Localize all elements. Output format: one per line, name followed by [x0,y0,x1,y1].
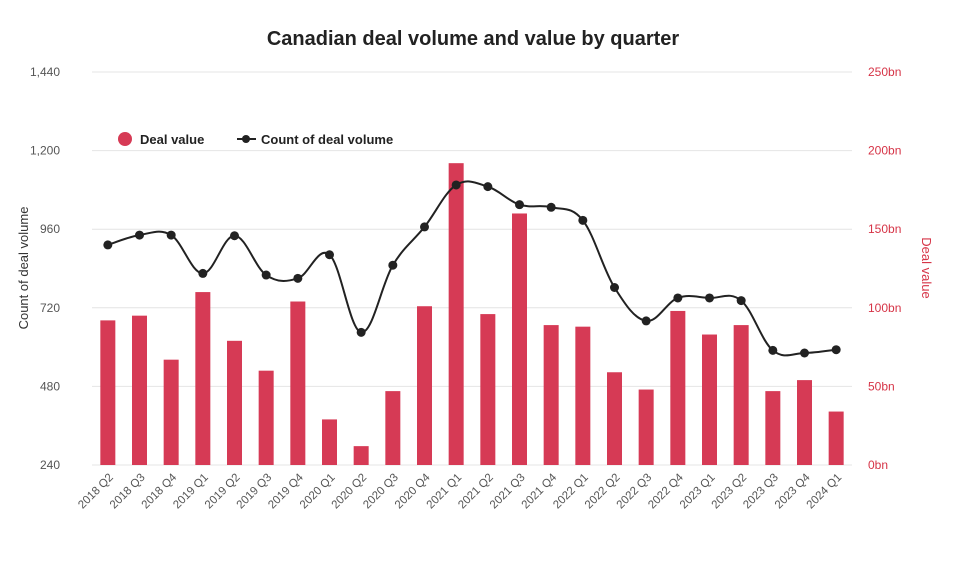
legend-label-deal-value: Deal value [140,132,204,147]
line-point [388,260,398,270]
right-tick-label: 250bn [868,65,901,79]
series-line [107,180,837,357]
bar [828,411,844,465]
line-point [230,231,239,241]
bar [100,320,116,465]
left-tick-label: 720 [40,301,60,315]
bar [322,419,337,465]
line-point [800,348,809,358]
bar [638,389,654,465]
line-point [261,270,271,280]
line-point [768,345,778,355]
line-point [673,293,683,303]
left-tick-label: 240 [40,458,60,472]
left-tick-label: 960 [40,222,60,236]
line-point [325,250,334,260]
bar [607,372,622,465]
bar [417,306,432,465]
x-tick-label: 2024 Q1 [805,472,845,512]
bar [132,315,147,465]
line-point [103,240,113,250]
bar [512,213,527,465]
legend-swatch-deal-value [118,132,132,146]
right-tick-label: 0bn [868,458,888,472]
line-point [641,316,651,326]
line-point [705,293,714,303]
legend-label-deal-volume: Count of deal volume [261,132,393,147]
bar [448,163,464,465]
right-tick-label: 100bn [868,301,901,315]
line-point [515,200,524,210]
bar [670,310,686,465]
line-point [356,327,366,337]
line-point [546,202,556,212]
line-point [578,215,588,225]
legend: Deal value Count of deal volume [118,132,393,147]
right-axis-label: Deal value [919,237,934,298]
bar [290,301,306,465]
bar [480,314,496,465]
legend-swatch-line-marker [242,135,250,143]
left-tick-label: 480 [40,379,60,393]
bar [765,391,781,465]
bar [797,380,812,465]
line-point [483,182,493,192]
bar [258,370,274,465]
bar [702,334,717,465]
line-point [451,180,461,190]
bar [575,326,591,465]
chart-title: Canadian deal volume and value by quarte… [267,28,680,50]
line-point [198,268,208,278]
bar [163,359,179,465]
line-point [166,230,176,240]
line-point [736,296,746,306]
bar [227,340,242,465]
bar [733,325,749,465]
right-tick-label: 50bn [868,379,895,393]
left-tick-label: 1,440 [30,65,60,79]
line-point [610,282,619,292]
left-axis-ticks: 240 480 720 960 1,200 1,440 [30,65,60,472]
line-point [831,345,841,355]
right-axis-ticks: 0bn 50bn 100bn 150bn 200bn 250bn [868,65,901,472]
left-axis-label: Count of deal volume [16,207,31,330]
line-series-deal-volume [103,180,841,358]
gridlines [92,71,852,466]
bar [385,391,401,465]
line-point [135,230,144,240]
line-point [293,273,303,283]
right-tick-label: 150bn [868,222,901,236]
bar-series-deal-value [100,163,844,465]
right-tick-label: 200bn [868,144,901,158]
line-point [420,222,429,232]
bar [543,325,559,465]
left-tick-label: 1,200 [30,144,60,158]
bar [353,446,369,465]
bar [195,292,211,465]
